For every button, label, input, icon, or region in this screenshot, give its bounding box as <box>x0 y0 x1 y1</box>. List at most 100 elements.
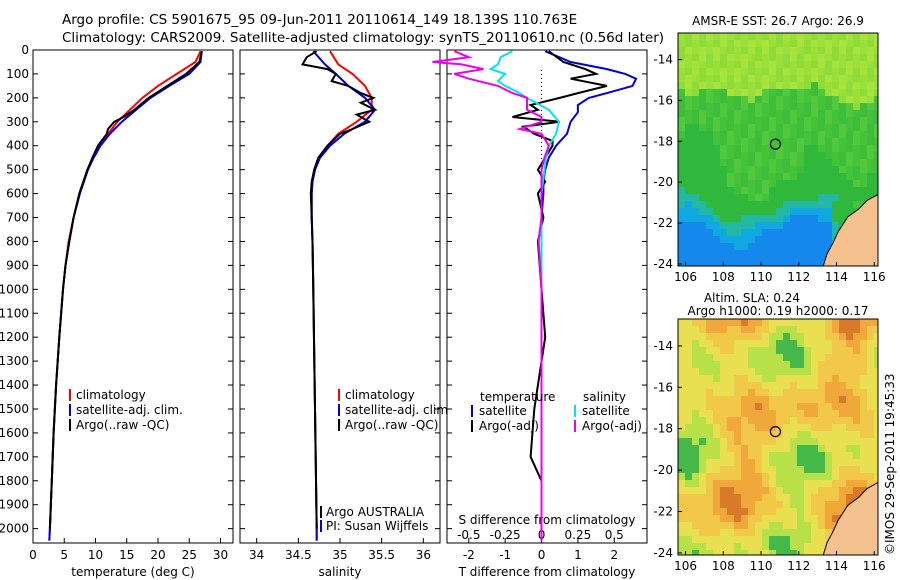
map-cell <box>776 368 783 375</box>
map-cell <box>860 361 867 368</box>
map-cell <box>790 61 797 68</box>
map-cell <box>846 333 853 340</box>
map-cell <box>804 459 811 466</box>
map-cell <box>783 438 790 445</box>
map-cell <box>692 494 699 501</box>
map-cell <box>734 326 741 333</box>
map-cell <box>825 201 832 208</box>
map-cell <box>727 424 734 431</box>
map-cell <box>825 124 832 131</box>
map-cell <box>762 152 769 159</box>
map-cell <box>699 131 706 138</box>
map-cell <box>755 431 762 438</box>
map-cell <box>741 368 748 375</box>
map-cell <box>755 361 762 368</box>
map-cell <box>699 389 706 396</box>
map-cell <box>755 417 762 424</box>
map-cell <box>776 145 783 152</box>
map-cell <box>762 522 769 529</box>
map-cell <box>713 403 720 410</box>
map-cell <box>720 501 727 508</box>
map-cell <box>860 368 867 375</box>
map-cell <box>678 529 685 536</box>
map-cell <box>762 410 769 417</box>
map-cell <box>797 243 804 250</box>
map-cell <box>685 117 692 124</box>
map-cell <box>790 354 797 361</box>
map-cell <box>783 326 790 333</box>
map-cell <box>755 124 762 131</box>
map-cell <box>853 180 860 187</box>
map-cell <box>853 319 860 326</box>
map-cell <box>685 89 692 96</box>
map-cell <box>783 536 790 543</box>
map-cell <box>734 333 741 340</box>
map-cell <box>804 501 811 508</box>
y-tick-label: 1500 <box>0 402 29 416</box>
map-cell <box>685 410 692 417</box>
map-cell <box>706 131 713 138</box>
map-cell <box>811 47 818 54</box>
map-cell <box>818 494 825 501</box>
map-cell <box>825 110 832 117</box>
y-tick-label: 300 <box>6 115 29 129</box>
map-cell <box>839 382 846 389</box>
map-cell <box>846 152 853 159</box>
map-cell <box>748 117 755 124</box>
map-cell <box>867 389 874 396</box>
map-cell <box>874 466 878 473</box>
map-cell <box>811 40 818 47</box>
map-cell <box>811 333 818 340</box>
map-cell <box>762 368 769 375</box>
map-cell <box>839 354 846 361</box>
map-cell <box>846 33 853 40</box>
map-cell <box>755 250 762 257</box>
map-cell <box>846 361 853 368</box>
map-cell <box>720 89 727 96</box>
map-cell <box>685 396 692 403</box>
map-cell <box>797 208 804 215</box>
map-cell <box>762 243 769 250</box>
map-cell <box>825 159 832 166</box>
map-cell <box>769 396 776 403</box>
map-cell <box>804 215 811 222</box>
map-cell <box>727 459 734 466</box>
map-cell <box>776 250 783 257</box>
map-cell <box>853 424 860 431</box>
map-cell <box>692 389 699 396</box>
map-cell <box>825 96 832 103</box>
map-cell <box>762 466 769 473</box>
map-cell <box>797 229 804 236</box>
map-cell <box>692 375 699 382</box>
map-cell <box>678 494 685 501</box>
map-cell <box>804 361 811 368</box>
map-cell <box>867 40 874 47</box>
map-cell <box>685 543 692 550</box>
map-cell <box>685 501 692 508</box>
map-cell <box>678 515 685 522</box>
map-cell <box>734 110 741 117</box>
map-cell <box>720 208 727 215</box>
map-cell <box>874 333 878 340</box>
map-cell <box>699 103 706 110</box>
map-cell <box>839 187 846 194</box>
map-cell <box>790 229 797 236</box>
map-cell <box>846 124 853 131</box>
map-cell <box>804 124 811 131</box>
map-cell <box>832 396 839 403</box>
map-cell <box>727 89 734 96</box>
map-cell <box>860 431 867 438</box>
map-cell <box>811 319 818 326</box>
map-cell <box>734 522 741 529</box>
map-cell <box>713 431 720 438</box>
map-cell <box>818 347 825 354</box>
map-cell <box>727 103 734 110</box>
map-cell <box>804 117 811 124</box>
map-cell <box>804 131 811 138</box>
map-cell <box>783 257 790 264</box>
map-cell <box>699 501 706 508</box>
map-cell <box>706 522 713 529</box>
map-cell <box>748 250 755 257</box>
map-cell <box>797 466 804 473</box>
map-cell <box>685 459 692 466</box>
